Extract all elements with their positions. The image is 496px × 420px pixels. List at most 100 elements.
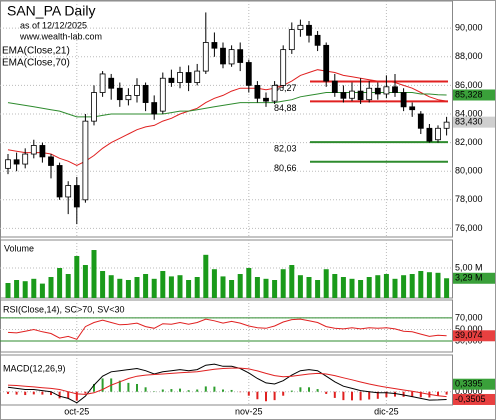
histogram-bar — [213, 386, 216, 392]
bar — [108, 275, 114, 298]
bar — [435, 272, 441, 298]
histogram-bar — [316, 389, 319, 392]
histogram-bar — [7, 391, 9, 394]
candle-body — [22, 153, 29, 165]
bar — [22, 281, 28, 298]
histogram-bar — [342, 391, 345, 401]
x-tick-label: nov-25 — [235, 406, 263, 416]
histogram-bar — [265, 391, 267, 402]
value-tag-label: 85,328 — [455, 89, 483, 99]
value-tag — [453, 393, 495, 405]
candle-body — [108, 77, 115, 89]
histogram-bar — [41, 391, 44, 395]
bar — [177, 275, 183, 298]
candle-body — [297, 24, 304, 31]
candle-body — [400, 92, 407, 108]
line — [7, 318, 447, 340]
bar — [263, 278, 269, 298]
x-tick-label: oct-25 — [64, 406, 89, 416]
bar — [418, 271, 424, 298]
y-tick-label: 50,000 — [455, 324, 483, 334]
candle-body — [125, 95, 132, 101]
bar — [409, 274, 415, 298]
histogram-bar — [15, 391, 18, 395]
value-tag — [453, 272, 495, 284]
histogram-bar — [368, 391, 371, 400]
bar — [39, 283, 45, 298]
bar — [14, 280, 20, 298]
bar — [229, 280, 235, 298]
value-tag-label: 39,074 — [455, 330, 483, 340]
candle-body — [271, 84, 278, 102]
candle-body — [220, 47, 226, 65]
bar — [143, 274, 149, 298]
candle-body — [392, 86, 398, 93]
value-tag-label: 0,3395 — [455, 379, 483, 389]
histogram-bar — [24, 391, 27, 396]
histogram-bar — [247, 391, 250, 396]
candle-body — [435, 127, 441, 141]
histogram-bar — [376, 391, 379, 399]
candle-body — [409, 106, 416, 111]
line — [7, 367, 447, 398]
y-tick-label: 80,000 — [455, 166, 483, 176]
candle-body — [194, 70, 201, 83]
bar — [151, 278, 157, 298]
panel-title: Volume — [4, 243, 34, 253]
site: www.wealth-lab.com — [19, 31, 102, 41]
panel-title: MACD(12,26,9) — [3, 363, 66, 373]
candle-body — [202, 42, 209, 72]
y-tick-label: 88,000 — [455, 51, 483, 61]
bar — [237, 274, 243, 298]
candle-body — [228, 49, 235, 65]
histogram-bar — [411, 391, 414, 398]
histogram-bar — [230, 389, 233, 392]
value-tag — [453, 330, 495, 342]
bar — [82, 265, 88, 298]
bar — [366, 277, 372, 298]
value-tag-label: 3,29 M — [455, 273, 483, 283]
candle-body — [177, 72, 183, 83]
bar — [349, 278, 355, 298]
histogram-bar — [187, 390, 190, 392]
histogram-bar — [50, 391, 52, 396]
candle-body — [185, 72, 192, 83]
candle-body — [159, 77, 166, 112]
histogram-bar — [170, 389, 173, 392]
line — [7, 363, 447, 404]
bar — [125, 280, 131, 298]
level-label: 82,03 — [274, 144, 297, 154]
candle-body — [349, 90, 355, 99]
histogram-bar — [394, 391, 396, 397]
bar — [306, 277, 312, 298]
histogram-bar — [282, 391, 285, 396]
histogram-bar — [84, 391, 87, 394]
bar — [340, 277, 346, 298]
bar — [297, 275, 303, 298]
candle-body — [340, 92, 347, 99]
bar — [246, 268, 252, 298]
histogram-bar — [101, 378, 104, 392]
bar — [323, 269, 329, 298]
bar — [203, 254, 209, 298]
bar — [289, 265, 295, 298]
histogram-bar — [333, 391, 336, 398]
y-tick-label: 84,000 — [455, 108, 483, 118]
histogram-bar — [437, 391, 439, 396]
histogram-bar — [136, 383, 138, 392]
candle-body — [5, 159, 11, 169]
candle-body — [48, 156, 54, 166]
candle-body — [426, 127, 433, 142]
level-label: 84,88 — [274, 103, 297, 113]
histogram-bar — [144, 387, 147, 392]
candle-body — [91, 92, 97, 122]
bar — [375, 275, 381, 298]
y-tick-label: 70,000 — [455, 312, 483, 322]
y-tick-label: 76,000 — [455, 223, 483, 233]
candle-body — [280, 49, 287, 86]
y-tick-label: 82,000 — [455, 137, 483, 147]
candle-body — [366, 87, 373, 101]
candle-body — [306, 24, 312, 36]
line — [7, 92, 447, 118]
